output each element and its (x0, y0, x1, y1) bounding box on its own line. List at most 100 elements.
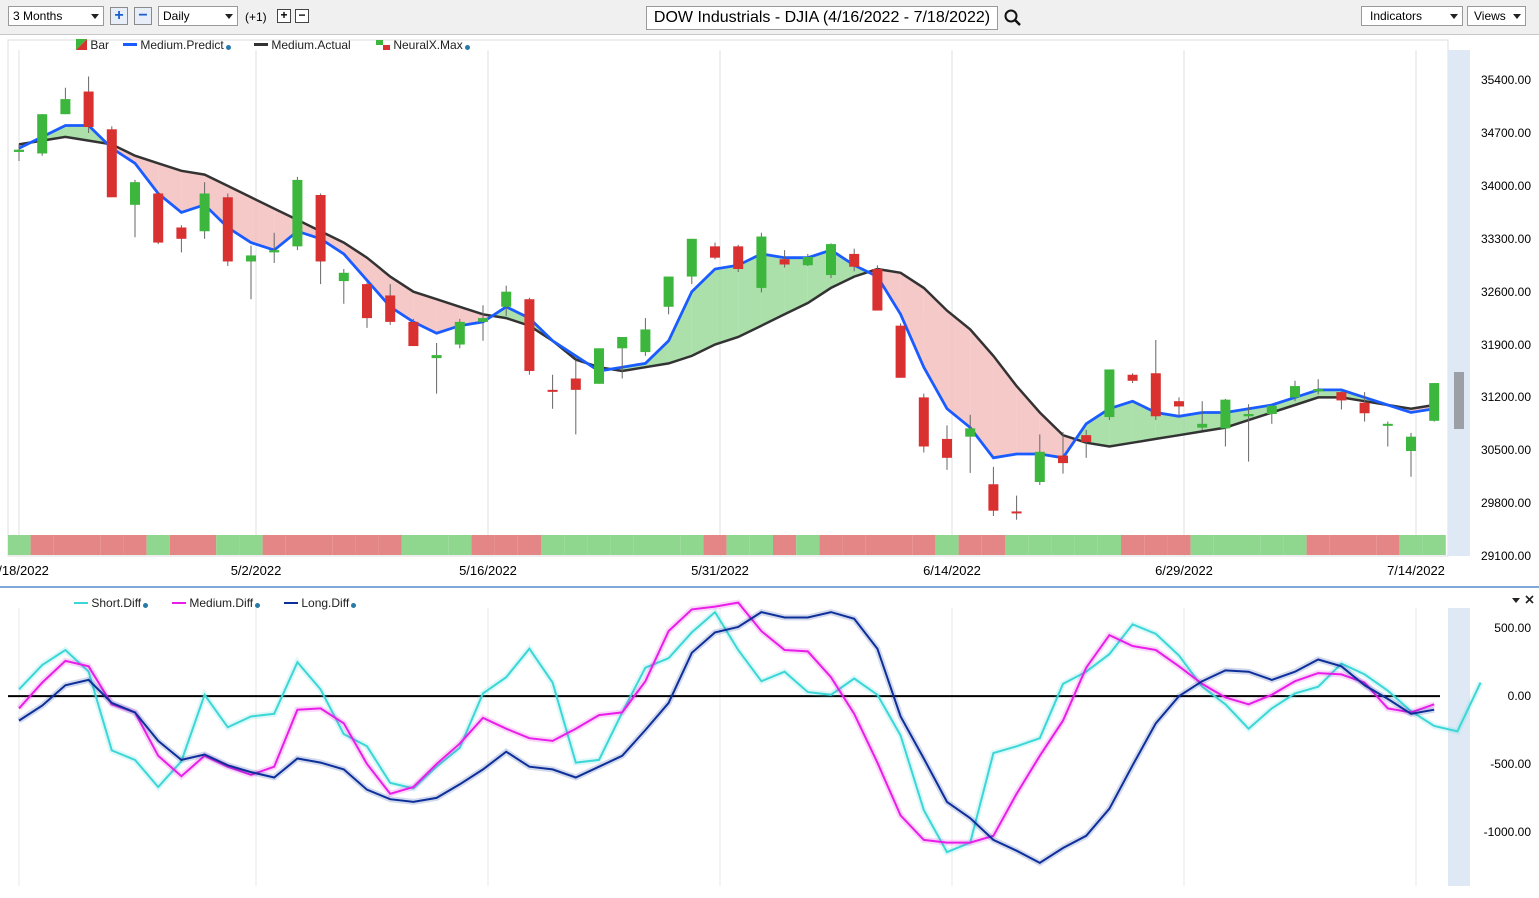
signal-strip-cell (865, 535, 889, 555)
right-scroll-strip[interactable] (1448, 50, 1470, 556)
y-tick-label: 31900.00 (1480, 337, 1531, 352)
candle-body (570, 378, 581, 390)
candle-body (222, 197, 233, 262)
candle-body (1034, 451, 1045, 482)
offset-plus-button[interactable]: + (277, 9, 291, 23)
candle-body (733, 246, 744, 270)
signal-band (1202, 412, 1226, 432)
offset-minus-button[interactable]: − (295, 9, 309, 23)
settings-dot-icon[interactable] (351, 603, 357, 608)
settings-dot-icon[interactable] (255, 603, 261, 608)
settings-dot-icon[interactable] (464, 45, 470, 50)
signal-strip-cell (517, 535, 541, 555)
search-icon[interactable] (1003, 8, 1023, 28)
candle-body (617, 336, 628, 349)
signal-band (390, 276, 414, 322)
signal-strip-cell (1074, 535, 1098, 555)
candle-body (1127, 374, 1138, 381)
line-icon (172, 602, 186, 604)
price-chart (0, 39, 1539, 588)
signal-strip-cell (610, 535, 634, 555)
settings-dot-icon[interactable] (143, 603, 149, 608)
candle-body (849, 253, 860, 267)
candle-body (1406, 436, 1416, 452)
signal-strip-cell (1376, 535, 1400, 555)
y-tick-label: 34000.00 (1480, 178, 1531, 193)
signal-strip-cell (1051, 535, 1075, 555)
signal-band (227, 185, 251, 243)
y-tick-label: 35400.00 (1480, 73, 1531, 88)
signal-band (715, 265, 739, 345)
x-tick-label: 5/31/2022 (691, 563, 749, 578)
signal-strip-cell (100, 535, 124, 555)
signal-band (251, 197, 275, 251)
indicators-label: Indicators (1370, 9, 1423, 23)
close-icon[interactable] (1525, 595, 1534, 604)
signal-band (1155, 412, 1179, 439)
y-tick-label: -500.00 (1490, 756, 1531, 771)
signal-band (993, 355, 1017, 458)
signal-strip-cell (657, 535, 681, 555)
signal-band (343, 242, 367, 281)
signal-band (413, 291, 437, 334)
signal-strip-cell (494, 535, 518, 555)
signal-strip-cell (262, 535, 286, 555)
zoom-out-button[interactable]: − (134, 7, 152, 25)
candle-body (710, 246, 720, 258)
candle-body (106, 129, 117, 198)
signal-strip-cell (30, 535, 54, 555)
candle-body (431, 355, 442, 359)
chevron-down-icon (1513, 14, 1521, 19)
settings-dot-icon[interactable] (225, 45, 231, 50)
signal-band (1039, 412, 1063, 458)
candle-body (14, 149, 24, 152)
indicator-scroll-strip[interactable] (1448, 608, 1470, 886)
signal-band (1179, 412, 1203, 436)
signal-strip-cell (773, 535, 797, 555)
y-tick-label: -1000.00 (1483, 824, 1531, 839)
signal-strip-cell (193, 535, 217, 555)
scroll-thumb[interactable] (1454, 372, 1464, 429)
signal-strip-cell (448, 535, 472, 555)
signal-band (947, 310, 971, 428)
views-dropdown[interactable]: Views (1467, 6, 1526, 26)
signal-strip-cell (216, 535, 240, 555)
signal-strip-cell (285, 535, 309, 555)
signal-band (367, 257, 391, 307)
signal-band (506, 306, 530, 326)
indicators-dropdown[interactable]: Indicators (1361, 6, 1463, 26)
y-tick-label: 33300.00 (1480, 231, 1531, 246)
signal-band (1295, 389, 1319, 405)
candle-body (408, 321, 419, 347)
signal-strip-cell (981, 535, 1005, 555)
signal-band (1225, 408, 1249, 428)
interval-select[interactable]: Daily (158, 6, 238, 26)
y-tick-label: 0.00 (1507, 689, 1531, 704)
zoom-in-button[interactable]: + (110, 7, 128, 25)
signal-strip-cell (889, 535, 913, 555)
signal-strip-cell (796, 535, 820, 555)
signal-strip-cell (749, 535, 773, 555)
signal-band (274, 208, 298, 251)
legend-neuralx-max-label: NeuralX.Max (393, 38, 463, 52)
legend-long-diff: Long.Diff (284, 596, 357, 610)
collapse-icon[interactable] (1512, 598, 1520, 603)
signal-strip-cell (1283, 535, 1307, 555)
views-label: Views (1474, 9, 1506, 23)
x-tick-label: 6/14/2022 (923, 563, 981, 578)
signal-strip-cell (53, 535, 77, 555)
x-tick-label: 4/18/2022 (0, 563, 49, 578)
neuralx-icon (376, 40, 390, 50)
legend-short-diff-label: Short.Diff (91, 596, 142, 610)
period-select[interactable]: 3 Months (8, 6, 104, 26)
signal-strip-cell (1167, 535, 1191, 555)
legend-bar: Bar (76, 38, 109, 52)
y-tick-label: 500.00 (1494, 621, 1531, 636)
signal-strip-cell (401, 535, 425, 555)
signal-strip-cell (8, 535, 31, 555)
signal-strip-cell (1237, 535, 1261, 555)
signal-strip-cell (471, 535, 495, 555)
medium-predict-line (18, 124, 1435, 460)
signal-strip-cell (842, 535, 866, 555)
signal-band (784, 257, 808, 315)
